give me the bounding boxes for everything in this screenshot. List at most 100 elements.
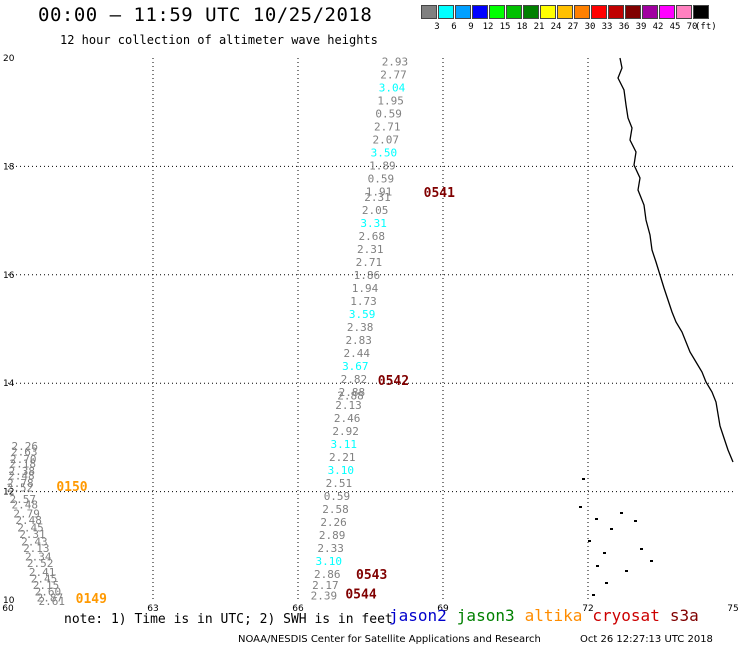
wave-height-point: 2.05 [362, 204, 389, 217]
colorbar-swatch [472, 5, 488, 19]
x-tick-label: 60 [2, 604, 14, 614]
legend-altika: altika [524, 606, 583, 625]
y-tick-label: 12 [3, 488, 14, 498]
mission-legend: jason2 jason3 altika cryosat s3a [389, 606, 709, 625]
colorbar-label: 42 [652, 22, 664, 32]
wave-height-point: 2.71 [356, 256, 383, 269]
colorbar-swatch [557, 5, 573, 19]
colorbar-label: 27 [567, 22, 579, 32]
wave-height-point: 2.70 [10, 453, 37, 466]
x-tick-label: 72 [582, 604, 593, 614]
wave-height-point: 0.59 [375, 107, 402, 120]
wave-height-point: 2.18 [10, 457, 37, 470]
wave-height-point: 2.88 [337, 390, 364, 403]
wave-height-point: 2.46 [334, 412, 361, 425]
colorbar-swatch [625, 5, 641, 19]
wave-height-point: 2.07 [373, 133, 400, 146]
island-mark [596, 565, 599, 567]
wave-height-point: 1.73 [350, 295, 377, 308]
wave-height-point: 2.71 [374, 120, 401, 133]
credit-line: NOAA/NESDIS Center for Satellite Applica… [238, 634, 541, 645]
wave-height-point: 3.04 [379, 81, 406, 94]
data-points: 2.932.773.041.950.592.712.073.501.890.59… [7, 55, 409, 608]
wave-height-point: 2.48 [15, 514, 42, 527]
wave-height-point: 2.31 [19, 528, 46, 541]
wave-height-point: 1.89 [369, 159, 396, 172]
colorbar-label: 36 [618, 22, 630, 32]
colorbar-swatch [608, 5, 624, 19]
wave-height-point: 2.33 [317, 542, 344, 555]
generation-timestamp: Oct 26 12:27:13 UTC 2018 [580, 634, 713, 645]
y-tick-label: 10 [3, 596, 15, 606]
legend-jason3: jason3 [456, 606, 515, 625]
colorbar-swatch [591, 5, 607, 19]
wave-height-point: 2.34 [25, 551, 52, 564]
colorbar-label: 39 [635, 22, 647, 32]
island-mark [640, 548, 643, 550]
pass-time-label: 0541 [424, 186, 455, 201]
pass-time-label: 0150 [56, 480, 87, 495]
colorbar-swatch [540, 5, 556, 19]
wave-height-point: 3.59 [349, 308, 376, 321]
wave-height-point: 2.17 [312, 579, 339, 592]
coastline [579, 57, 734, 596]
wave-height-point: 2.41 [29, 566, 56, 579]
coastline-path [617, 57, 734, 463]
legend-jason2: jason2 [389, 606, 447, 625]
island-mark [595, 518, 598, 520]
colorbar-label: 9 [468, 22, 474, 32]
island-mark [605, 582, 608, 584]
colorbar-swatch [438, 5, 454, 19]
x-tick-label: 75 [727, 604, 738, 614]
wave-height-point: 2.63 [11, 445, 38, 458]
island-mark [610, 528, 613, 530]
colorbar-swatch [489, 5, 505, 19]
y-tick-label: 14 [3, 379, 15, 389]
legend-s3a: s3a [669, 606, 699, 625]
wave-height-point: 2.48 [11, 499, 38, 512]
pass-time-labels: 0541 0542 0543 0544 0150 0149 [56, 186, 455, 607]
wave-height-point: 3.67 [342, 360, 369, 373]
x-tick-label: 63 [147, 604, 158, 614]
pass-time-label: 0149 [76, 592, 107, 607]
legend-cryosat: cryosat [592, 606, 660, 625]
colorbar-label: 24 [550, 22, 562, 32]
footnote: note: 1) Time is in UTC; 2) SWH is in fe… [64, 612, 393, 627]
wave-height-point: 2.61 [39, 595, 66, 608]
colorbar-swatch [574, 5, 590, 19]
wave-height-point: 3.50 [371, 146, 398, 159]
colorbar-swatch [421, 5, 437, 19]
wave-height-point: 2.51 [326, 477, 353, 490]
wave-height-point: 2.38 [347, 321, 374, 334]
pass-time-label: 0543 [356, 568, 387, 583]
wave-height-point: 2.26 [11, 440, 38, 453]
wave-height-point: 3.10 [315, 555, 342, 568]
y-tick-label: 20 [3, 54, 15, 64]
colorbar-swatch [693, 5, 709, 19]
wave-height-point: 2.45 [31, 572, 58, 585]
wave-height-point: 2.45 [17, 521, 44, 534]
colorbar-label: 18 [516, 22, 528, 32]
colorbar-swatch [523, 5, 539, 19]
island-mark [620, 512, 623, 514]
island-mark [582, 478, 585, 480]
wave-height-point: 2.92 [332, 425, 359, 438]
colorbar-swatch [642, 5, 658, 19]
wave-height-point: 2.58 [322, 503, 349, 516]
y-tick-label: 16 [3, 271, 15, 281]
colorbar-swatch [506, 5, 522, 19]
wave-height-point: 2.83 [345, 334, 372, 347]
colorbar-label: 33 [601, 22, 613, 32]
wave-height-point: 0.59 [368, 172, 395, 185]
wave-height-point: 2.31 [357, 243, 384, 256]
colorbar-label: 45 [669, 22, 681, 32]
chart-subtitle: 12 hour collection of altimeter wave hei… [60, 33, 378, 47]
colorbar-label: 15 [499, 22, 511, 32]
colorbar-label: (ft) [695, 22, 717, 32]
island-mark [588, 540, 591, 542]
wave-height-point: 3.10 [328, 464, 355, 477]
wave-height-point: 2.93 [382, 55, 409, 68]
wave-height-point: 3.11 [330, 438, 357, 451]
wave-height-point: 1.95 [377, 94, 404, 107]
